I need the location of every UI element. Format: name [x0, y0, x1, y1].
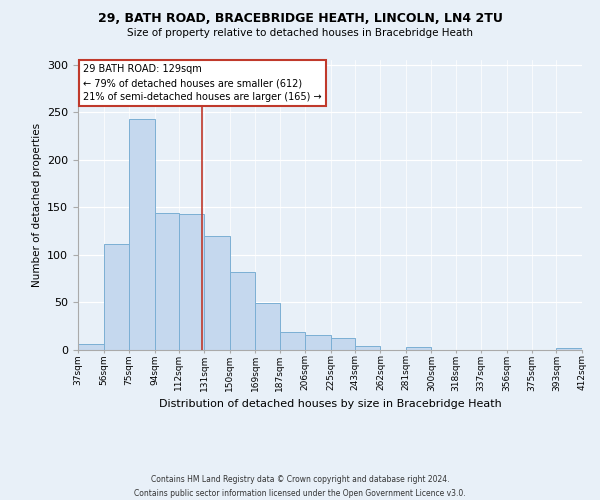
Bar: [78, 344, 104, 350]
Bar: [155, 213, 179, 350]
X-axis label: Distribution of detached houses by size in Bracebridge Heath: Distribution of detached houses by size …: [158, 399, 502, 409]
Text: Contains HM Land Registry data © Crown copyright and database right 2024.
Contai: Contains HM Land Registry data © Crown c…: [134, 476, 466, 498]
Bar: [355, 346, 380, 350]
Bar: [280, 332, 305, 350]
Bar: [406, 347, 431, 350]
Bar: [305, 335, 331, 350]
Bar: [230, 272, 256, 350]
Text: 29 BATH ROAD: 129sqm
← 79% of detached houses are smaller (612)
21% of semi-deta: 29 BATH ROAD: 129sqm ← 79% of detached h…: [83, 64, 322, 102]
Bar: [556, 348, 582, 350]
Bar: [331, 338, 355, 350]
Bar: [129, 119, 155, 350]
Bar: [104, 244, 129, 350]
Text: Size of property relative to detached houses in Bracebridge Heath: Size of property relative to detached ho…: [127, 28, 473, 38]
Y-axis label: Number of detached properties: Number of detached properties: [32, 123, 41, 287]
Bar: [205, 236, 230, 350]
Text: 29, BATH ROAD, BRACEBRIDGE HEATH, LINCOLN, LN4 2TU: 29, BATH ROAD, BRACEBRIDGE HEATH, LINCOL…: [98, 12, 502, 26]
Bar: [256, 304, 280, 350]
Bar: [179, 214, 205, 350]
